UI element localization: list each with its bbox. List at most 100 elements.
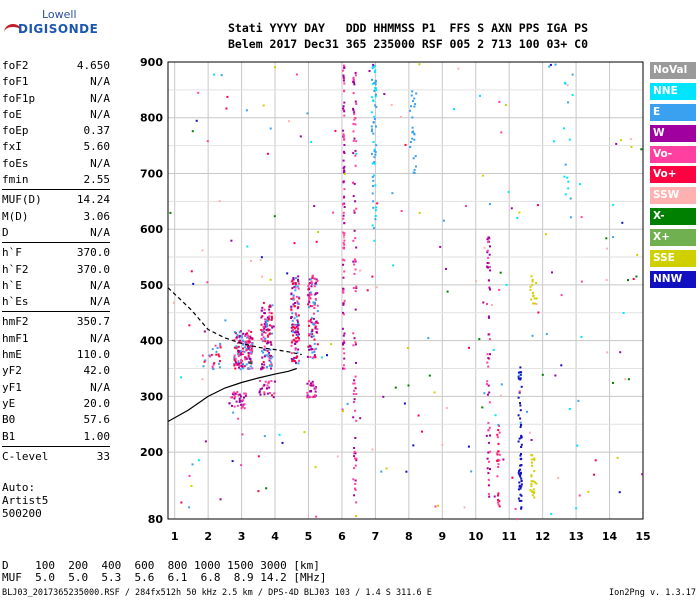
echo-point [247, 354, 250, 357]
echo-point [371, 176, 374, 179]
legend-e: E [650, 103, 696, 121]
echo-point [291, 359, 294, 361]
echo-point [355, 152, 358, 155]
echo-point [342, 180, 345, 183]
echo-point [299, 135, 302, 138]
legend-voplus: Vo+ [650, 166, 696, 184]
echo-point [261, 367, 264, 370]
echo-point [499, 271, 502, 274]
echo-point [239, 339, 242, 342]
echo-point [242, 352, 245, 354]
echo-point [290, 317, 293, 319]
echo-point [373, 161, 376, 163]
param-value: 2.55 [83, 173, 111, 187]
echo-point [497, 442, 500, 445]
echo-point [346, 402, 349, 405]
echo-point [264, 318, 266, 321]
param-name: M(D) [2, 209, 29, 223]
echo-point [373, 239, 376, 242]
echo-point [298, 339, 301, 342]
echo-point [511, 476, 514, 479]
echo-point [215, 353, 218, 356]
echo-point [392, 264, 395, 267]
echo-point [486, 251, 489, 254]
echo-point [518, 469, 521, 472]
echo-point [294, 331, 296, 334]
echo-point [267, 382, 270, 385]
echo-point [481, 174, 484, 177]
echo-point [496, 459, 499, 462]
echo-point [519, 487, 522, 490]
echo-point [272, 396, 275, 399]
param-row-fof1p: foF1p N/A [2, 91, 110, 107]
echo-point [533, 458, 536, 461]
param-row-hme: hmE 110.0 [2, 347, 110, 363]
echo-point [368, 70, 371, 72]
echo-point [526, 410, 528, 413]
echo-point [191, 130, 194, 133]
echo-point [233, 391, 236, 394]
echo-point [291, 312, 294, 315]
echo-point [295, 357, 298, 359]
echo-point [297, 331, 299, 334]
echo-point [294, 289, 297, 292]
echo-point [405, 470, 408, 473]
echo-point [310, 335, 313, 338]
echo-point [290, 352, 293, 355]
echo-point [236, 334, 239, 337]
echo-point [242, 350, 245, 353]
logo-swoosh-icon [4, 24, 22, 41]
echo-point [487, 279, 490, 282]
echo-point [519, 409, 522, 412]
echo-point [248, 349, 251, 352]
echo-point [352, 152, 355, 155]
echo-point [278, 433, 281, 436]
echo-point [487, 241, 490, 243]
echo-point [355, 102, 358, 105]
echo-point [374, 215, 377, 217]
echo-point [330, 343, 333, 346]
echo-point [375, 206, 378, 209]
echo-point [216, 347, 219, 349]
echo-point [311, 276, 314, 279]
logo-line-1: Lowell [42, 8, 77, 21]
echo-point [290, 344, 293, 347]
echo-point [262, 329, 265, 332]
x-tick-label: 5 [305, 530, 313, 543]
echo-point [250, 330, 253, 333]
echo-point [353, 182, 356, 185]
param-row-b0: B0 57.6 [2, 412, 110, 428]
echo-point [353, 137, 356, 140]
echo-point [354, 308, 357, 311]
y-tick-label: 500 [140, 279, 163, 292]
echo-point [247, 334, 250, 337]
echo-point [281, 441, 284, 444]
echo-point [263, 393, 266, 396]
echo-point [488, 253, 491, 256]
echo-point [400, 210, 403, 212]
echo-point [297, 327, 300, 330]
echo-point [497, 503, 500, 506]
echo-point [343, 367, 346, 370]
echo-point [531, 494, 534, 497]
echo-point [248, 367, 251, 370]
echo-point [505, 104, 507, 107]
echo-point [412, 444, 415, 447]
echo-point [240, 353, 243, 356]
param-row-foe: foE N/A [2, 107, 110, 123]
echo-point [373, 89, 376, 92]
echo-point [343, 259, 346, 262]
echo-point [290, 315, 293, 318]
echo-point [309, 344, 312, 347]
echo-point [249, 365, 252, 368]
echo-point [370, 125, 373, 128]
echo-point [290, 297, 293, 300]
echo-point [295, 337, 298, 340]
echo-point [238, 335, 241, 338]
echo-point [206, 140, 209, 143]
echo-point [498, 453, 501, 456]
echo-point [303, 431, 306, 434]
echo-point [240, 464, 243, 467]
echo-point [234, 367, 237, 370]
echo-point [240, 359, 243, 362]
